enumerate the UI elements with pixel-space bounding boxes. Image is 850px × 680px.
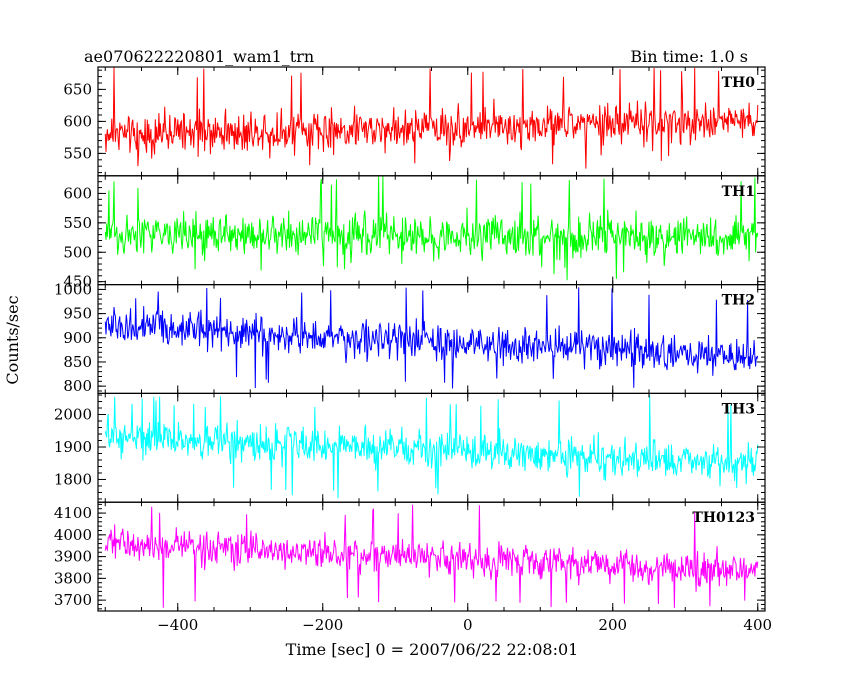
x-tick-label: −200 xyxy=(302,616,343,634)
y-tick-label: 550 xyxy=(63,214,92,232)
y-tick-label: 1000 xyxy=(54,280,92,298)
y-tick-label: 600 xyxy=(63,184,92,202)
y-tick-label: 550 xyxy=(63,144,92,162)
y-tick-label: 1800 xyxy=(54,470,92,488)
panel-frame xyxy=(97,392,766,503)
y-tick-label: 4000 xyxy=(54,526,92,544)
y-tick-label: 650 xyxy=(63,80,92,98)
panel-label: TH0 xyxy=(722,75,756,91)
y-tick-label: 1900 xyxy=(54,438,92,456)
panel-th3: 1800 1900 2000 TH3 xyxy=(54,392,766,503)
panel-label: TH1 xyxy=(722,184,755,200)
y-tick-label: 3800 xyxy=(54,569,92,587)
panel-label: TH0123 xyxy=(692,510,755,526)
series-th1 xyxy=(104,176,759,281)
x-axis-label: Time [sec] 0 = 2007/06/22 22:08:01 xyxy=(286,640,579,659)
y-tick-label: 900 xyxy=(63,329,92,347)
y-tick-label: 450 xyxy=(63,273,92,291)
y-tick-label: 850 xyxy=(63,353,92,371)
y-tick-label: 4100 xyxy=(54,504,92,522)
bin-time-label: Bin time: 1.0 s xyxy=(630,47,748,66)
y-tick-label: 3700 xyxy=(54,591,92,609)
panel-th0123: 3700 3800 3900 4000 4100 TH0123 xyxy=(54,501,766,612)
panels-group: 550 600 650 TH0 450 500 550 600 TH1 800 850 900 950 1… xyxy=(54,66,766,612)
y-tick-label: 3900 xyxy=(54,548,92,566)
panel-label: TH2 xyxy=(722,293,755,309)
y-axis-label: Counts/sec xyxy=(3,295,22,384)
y-tick-label: 600 xyxy=(63,112,92,130)
panel-label: TH3 xyxy=(722,401,755,417)
series-th0123 xyxy=(104,504,759,608)
y-tick-label: 500 xyxy=(63,243,92,261)
chart-title: ae070622220801_wam1_trn xyxy=(84,47,314,66)
y-tick-label: 800 xyxy=(63,377,92,395)
y-tick-label: 950 xyxy=(63,305,92,323)
x-tick-label: 400 xyxy=(743,616,772,634)
series-th3 xyxy=(104,395,759,499)
x-tick-label: −400 xyxy=(157,616,198,634)
series-th2 xyxy=(104,287,759,389)
x-axis: −400 −200 0 200 400 xyxy=(157,616,772,634)
x-tick-label: 200 xyxy=(598,616,627,634)
panel-frame xyxy=(97,501,766,612)
panel-th0: 550 600 650 TH0 xyxy=(63,66,766,177)
y-tick-label: 2000 xyxy=(54,406,92,424)
x-tick-label: 0 xyxy=(463,616,473,634)
series-th0 xyxy=(104,67,759,169)
panel-th2: 800 850 900 950 1000 TH2 xyxy=(54,280,766,395)
panel-th1: 450 500 550 600 TH1 xyxy=(63,175,766,291)
